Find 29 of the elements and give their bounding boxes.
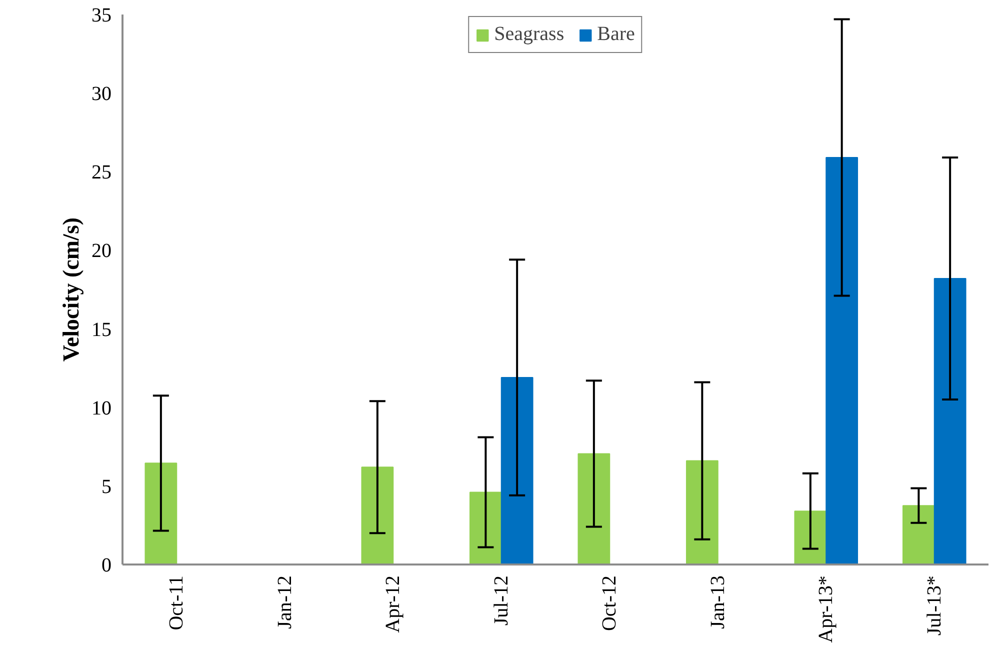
x-tick-label: Oct-11	[166, 576, 188, 630]
x-tick-label: Jan-13	[706, 575, 729, 629]
y-tick-label: 0	[102, 554, 112, 576]
y-tick-label: 5	[102, 476, 112, 498]
y-tick-label: 20	[92, 240, 112, 262]
x-tick-label: Oct-12	[598, 575, 621, 632]
bar	[826, 157, 858, 564]
bar	[469, 492, 502, 564]
bar	[686, 460, 718, 564]
x-tick-label: Jul-12	[490, 576, 512, 626]
y-tick-label: 30	[92, 83, 112, 106]
x-tick-label: Apr-12	[382, 575, 404, 633]
legend-label: Bare	[597, 23, 635, 46]
bar	[578, 453, 610, 564]
y-tick-label: 25	[92, 162, 112, 184]
bar	[902, 505, 935, 564]
x-tick-label: Apr-13*	[815, 575, 838, 643]
bar	[361, 466, 394, 564]
bar	[500, 377, 534, 564]
x-tick-label: Jul-13*	[923, 576, 946, 636]
y-axis-title: Velocity (cm/s)	[58, 217, 84, 362]
bar	[934, 278, 966, 564]
bar	[144, 462, 178, 564]
legend-label: Seagrass	[494, 23, 564, 46]
x-tick-label: Jan-12	[274, 575, 296, 629]
bar	[794, 510, 827, 564]
y-tick-label: 15	[92, 318, 112, 341]
y-tick-label: 35	[92, 4, 112, 26]
y-tick-label: 10	[92, 397, 112, 420]
